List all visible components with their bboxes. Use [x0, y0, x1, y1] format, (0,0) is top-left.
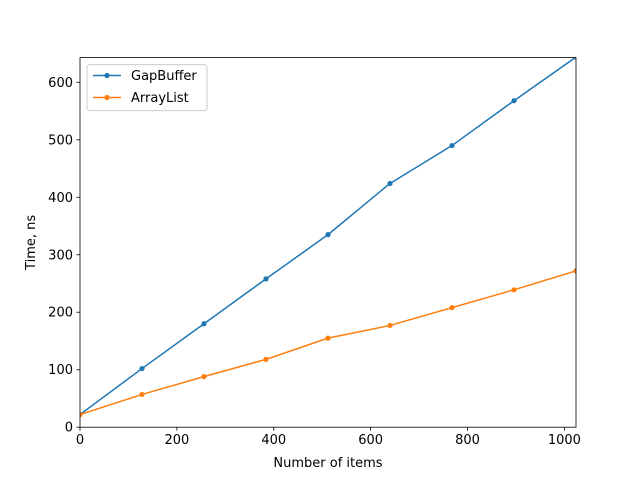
data-point-arraylist — [139, 391, 145, 398]
y-tick-label: 600 — [48, 76, 73, 91]
y-tick-label: 0 — [65, 421, 73, 436]
data-point-gapbuffer — [325, 232, 331, 238]
data-point-arraylist — [511, 287, 517, 293]
y-tick-label: 300 — [48, 248, 73, 263]
x-tick-label: 1000 — [548, 433, 581, 448]
x-tick-label: 600 — [358, 433, 383, 448]
data-point-gapbuffer — [139, 365, 145, 372]
data-point-gapbuffer — [511, 98, 517, 104]
legend-marker-arraylist — [104, 94, 110, 101]
data-point-arraylist — [449, 305, 455, 311]
data-point-arraylist — [387, 322, 393, 329]
data-point-gapbuffer — [387, 180, 393, 187]
data-point-arraylist — [201, 374, 207, 380]
legend-label-gapbuffer: GapBuffer — [131, 69, 197, 84]
x-axis: 0 200 400 600 800 1000 — [76, 427, 581, 448]
data-point-arraylist — [573, 268, 576, 274]
data-point-arraylist — [80, 411, 83, 418]
x-tick-label: 800 — [455, 433, 480, 448]
y-tick-label: 100 — [48, 363, 73, 378]
y-axis-label: Time, ns — [24, 215, 39, 271]
x-axis-label: Number of items — [273, 456, 382, 471]
y-axis: 0 100 200 300 400 500 600 — [48, 76, 80, 436]
series-layer — [80, 57, 576, 418]
y-tick-label: 200 — [48, 306, 73, 321]
data-point-gapbuffer — [263, 276, 269, 282]
legend-marker-gapbuffer — [104, 72, 110, 79]
y-tick-label: 500 — [48, 133, 73, 148]
data-point-gapbuffer — [201, 321, 207, 327]
x-tick-label: 200 — [164, 433, 189, 448]
x-tick-label: 0 — [76, 433, 84, 448]
data-point-gapbuffer — [449, 142, 455, 149]
plot-frame — [79, 57, 577, 428]
data-point-gapbuffer — [573, 57, 576, 60]
legend: GapBuffer ArrayList — [86, 64, 208, 112]
data-point-arraylist — [325, 335, 331, 341]
data-point-arraylist — [263, 356, 269, 362]
y-tick-label: 400 — [48, 191, 73, 206]
legend-label-arraylist: ArrayList — [131, 91, 189, 106]
x-tick-label: 400 — [261, 433, 286, 448]
